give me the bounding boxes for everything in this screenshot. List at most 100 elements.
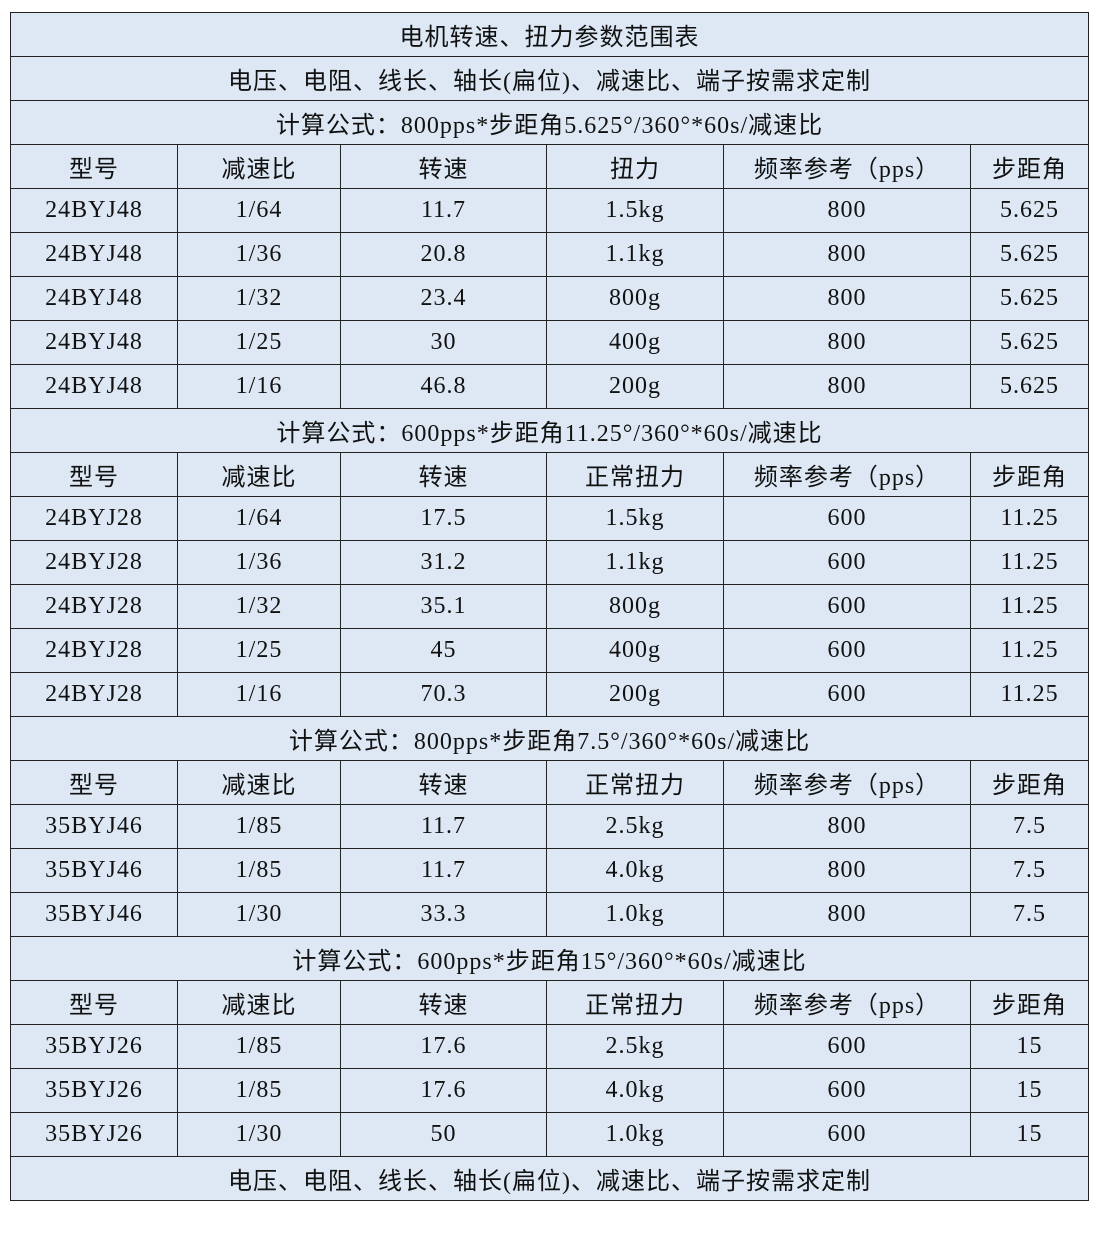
table-footer: 电压、电阻、线长、轴长(扁位)、减速比、端子按需求定制 — [9, 1156, 1090, 1201]
table-cell: 11.25 — [969, 584, 1090, 629]
column-header: 转速 — [340, 452, 547, 497]
table-cell: 5.625 — [969, 364, 1090, 409]
table-cell: 5.625 — [969, 320, 1090, 365]
table-subtitle: 电压、电阻、线长、轴长(扁位)、减速比、端子按需求定制 — [9, 56, 1090, 101]
table-cell: 800 — [723, 232, 971, 277]
table-cell: 800 — [723, 364, 971, 409]
column-header: 频率参考（pps） — [723, 452, 971, 497]
table-row: 35BYJ26 1/30 50 1.0kg 600 15 — [10, 1112, 1090, 1157]
table-cell: 1.1kg — [546, 540, 724, 585]
table-row: 35BYJ46 1/85 11.7 2.5kg 800 7.5 — [10, 804, 1090, 849]
table-cell: 1/85 — [177, 848, 341, 893]
column-header: 扭力 — [546, 144, 724, 189]
table-cell: 20.8 — [340, 232, 547, 277]
table-cell: 35.1 — [340, 584, 547, 629]
table-cell: 4.0kg — [546, 1068, 724, 1113]
table-cell: 1.1kg — [546, 232, 724, 277]
table-cell: 600 — [723, 1068, 971, 1113]
column-header: 转速 — [340, 760, 547, 805]
table-cell: 24BYJ48 — [10, 276, 178, 321]
table-cell: 1/30 — [177, 892, 341, 937]
table-cell: 2.5kg — [546, 804, 724, 849]
header-row: 型号 减速比 转速 正常扭力 频率参考（pps） 步距角 — [10, 452, 1090, 497]
table-cell: 24BYJ28 — [10, 540, 178, 585]
column-header: 转速 — [340, 144, 547, 189]
table-cell: 1/32 — [177, 584, 341, 629]
table-row: 24BYJ28 1/25 45 400g 600 11.25 — [10, 628, 1090, 673]
formula: 计算公式：600pps*步距角11.25°/360°*60s/减速比 — [9, 408, 1090, 453]
table-cell: 5.625 — [969, 232, 1090, 277]
table-cell: 1/85 — [177, 1068, 341, 1113]
column-header: 转速 — [340, 980, 547, 1025]
table-cell: 1/30 — [177, 1112, 341, 1157]
table-cell: 1/64 — [177, 496, 341, 541]
table-cell: 5.625 — [969, 188, 1090, 233]
table-cell: 46.8 — [340, 364, 547, 409]
table-cell: 1.0kg — [546, 1112, 724, 1157]
table-cell: 7.5 — [969, 892, 1090, 937]
table-cell: 1.5kg — [546, 188, 724, 233]
table-cell: 7.5 — [969, 804, 1090, 849]
table-cell: 800g — [546, 584, 724, 629]
table-cell: 31.2 — [340, 540, 547, 585]
table-cell: 800 — [723, 276, 971, 321]
column-header: 型号 — [10, 760, 178, 805]
table-cell: 24BYJ28 — [10, 628, 178, 673]
table-cell: 11.25 — [969, 540, 1090, 585]
title-row: 电机转速、扭力参数范围表 — [9, 12, 1090, 57]
table-cell: 800 — [723, 892, 971, 937]
table-cell: 15 — [969, 1024, 1090, 1069]
table-cell: 24BYJ48 — [10, 320, 178, 365]
subtitle-row: 电压、电阻、线长、轴长(扁位)、减速比、端子按需求定制 — [9, 56, 1090, 101]
table-cell: 600 — [723, 1024, 971, 1069]
table-cell: 600 — [723, 584, 971, 629]
table-cell: 11.7 — [340, 188, 547, 233]
table-cell: 11.25 — [969, 628, 1090, 673]
table-cell: 600 — [723, 1112, 971, 1157]
table-cell: 15 — [969, 1068, 1090, 1113]
formula: 计算公式：800pps*步距角7.5°/360°*60s/减速比 — [9, 716, 1090, 761]
column-header: 型号 — [10, 980, 178, 1025]
table-cell: 200g — [546, 364, 724, 409]
table-row: 24BYJ28 1/32 35.1 800g 600 11.25 — [10, 584, 1090, 629]
column-header: 正常扭力 — [546, 760, 724, 805]
formula: 计算公式：800pps*步距角5.625°/360°*60s/减速比 — [9, 100, 1090, 145]
table-cell: 7.5 — [969, 848, 1090, 893]
column-header: 正常扭力 — [546, 452, 724, 497]
table-cell: 24BYJ28 — [10, 496, 178, 541]
table-title: 电机转速、扭力参数范围表 — [9, 12, 1090, 57]
table-cell: 35BYJ46 — [10, 892, 178, 937]
table-cell: 1/32 — [177, 276, 341, 321]
footer-row: 电压、电阻、线长、轴长(扁位)、减速比、端子按需求定制 — [9, 1156, 1090, 1201]
table-row: 35BYJ46 1/85 11.7 4.0kg 800 7.5 — [10, 848, 1090, 893]
table-cell: 35BYJ46 — [10, 804, 178, 849]
table-cell: 600 — [723, 628, 971, 673]
table-row: 24BYJ48 1/16 46.8 200g 800 5.625 — [10, 364, 1090, 409]
table-row: 35BYJ46 1/30 33.3 1.0kg 800 7.5 — [10, 892, 1090, 937]
table-cell: 1/85 — [177, 804, 341, 849]
table-cell: 4.0kg — [546, 848, 724, 893]
column-header: 型号 — [10, 452, 178, 497]
motor-parameter-table: 电机转速、扭力参数范围表 电压、电阻、线长、轴长(扁位)、减速比、端子按需求定制… — [9, 12, 1090, 1201]
table-row: 35BYJ26 1/85 17.6 4.0kg 600 15 — [10, 1068, 1090, 1113]
formula-row: 计算公式：800pps*步距角5.625°/360°*60s/减速比 — [9, 100, 1090, 145]
column-header: 减速比 — [177, 452, 341, 497]
column-header: 步距角 — [969, 980, 1090, 1025]
table-cell: 70.3 — [340, 672, 547, 717]
table-cell: 1/36 — [177, 232, 341, 277]
column-header: 型号 — [10, 144, 178, 189]
table-cell: 24BYJ28 — [10, 584, 178, 629]
column-header: 正常扭力 — [546, 980, 724, 1025]
table-cell: 2.5kg — [546, 1024, 724, 1069]
table-cell: 17.6 — [340, 1024, 547, 1069]
header-row: 型号 减速比 转速 正常扭力 频率参考（pps） 步距角 — [10, 760, 1090, 805]
table-cell: 24BYJ28 — [10, 672, 178, 717]
column-header: 步距角 — [969, 760, 1090, 805]
table-cell: 1/85 — [177, 1024, 341, 1069]
table-row: 24BYJ28 1/36 31.2 1.1kg 600 11.25 — [10, 540, 1090, 585]
table-cell: 1/16 — [177, 672, 341, 717]
table-row: 24BYJ48 1/64 11.7 1.5kg 800 5.625 — [10, 188, 1090, 233]
table-cell: 35BYJ26 — [10, 1024, 178, 1069]
table-cell: 1.5kg — [546, 496, 724, 541]
table-cell: 17.5 — [340, 496, 547, 541]
